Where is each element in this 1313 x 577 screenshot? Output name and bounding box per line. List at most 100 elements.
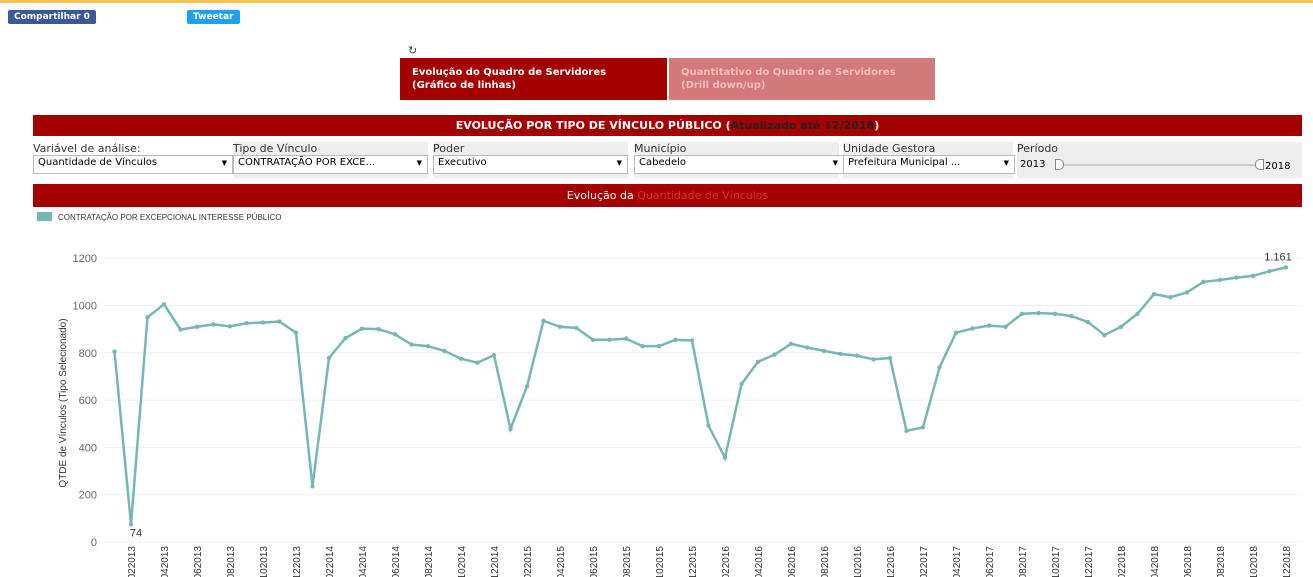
data-point: [1003, 324, 1008, 329]
data-point: [244, 321, 249, 326]
x-tick-label: 122017: [1084, 546, 1095, 577]
period-filter: Período 2013 2018: [1017, 142, 1302, 178]
x-tick-label: 082016: [820, 546, 831, 577]
data-point: [1217, 277, 1223, 283]
data-point: [359, 326, 365, 331]
data-point: [788, 341, 794, 347]
top-border: [0, 0, 1313, 3]
filter-label: Município: [634, 142, 687, 155]
data-point: [475, 360, 480, 365]
data-point: [673, 337, 678, 342]
slider-handle[interactable]: [1255, 159, 1264, 170]
data-point: [706, 423, 711, 428]
tab-text: Quantitativo do Quadro de Servidores: [681, 67, 896, 78]
data-point: [887, 355, 893, 361]
data-point: [277, 319, 282, 324]
data-point: [937, 365, 942, 370]
x-tick-label: 102016: [853, 546, 864, 577]
dropdown[interactable]: Prefeitura Municipal ...: [843, 155, 1015, 174]
data-point: [838, 351, 843, 357]
series-line: [113, 266, 1287, 525]
filter-label: Poder: [433, 142, 465, 155]
data-point: [920, 425, 926, 430]
filter: Variável de análise: Quantidade de Víncul…: [33, 142, 233, 174]
data-point: [871, 357, 876, 362]
x-tick-label: 062018: [1183, 546, 1194, 577]
data-point: [508, 426, 513, 432]
dropdown[interactable]: Cabedelo: [634, 155, 844, 174]
data-point: [904, 428, 909, 434]
data-point: [260, 320, 266, 325]
x-tick-label: 062014: [391, 546, 402, 577]
x-tick-label: 022017: [919, 546, 930, 577]
tab-text: (Drill down/up): [681, 80, 766, 91]
tab-active[interactable]: Evolução do Quadro de Servidores (Gráfico…: [400, 58, 667, 100]
x-tick-label: 062017: [985, 546, 996, 577]
chart-banner: Evolução da Quantidade de Vínculos: [33, 184, 1302, 207]
filter: Poder Executivo: [433, 142, 628, 178]
filter-label: Unidade Gestora: [843, 142, 936, 155]
filter-label: Período: [1017, 142, 1059, 155]
data-point: [227, 324, 233, 329]
y-tick-label: 800: [79, 348, 97, 360]
data-point: [458, 356, 464, 361]
y-tick-label: 400: [79, 442, 97, 454]
x-tick-label: 062016: [787, 546, 798, 577]
dropdown[interactable]: Quantidade de Vínculos: [33, 155, 233, 174]
data-point: [1151, 291, 1157, 297]
data-point: [557, 324, 563, 329]
data-point: [1052, 311, 1058, 316]
dropdown[interactable]: Executivo: [433, 155, 628, 174]
tab-text: Evolução do Quadro de Servidores: [412, 67, 607, 78]
x-tick-label: 122014: [490, 546, 501, 577]
data-point: [953, 330, 959, 335]
tab[interactable]: Quantitativo do Quadro de Servidores (Dri…: [669, 58, 935, 100]
y-tick-label: 200: [79, 490, 97, 502]
data-point: [1085, 319, 1091, 325]
data-point: [1019, 311, 1025, 316]
x-tick-label: 022013: [127, 546, 138, 577]
data-point: [755, 359, 761, 364]
data-point: [590, 337, 596, 342]
x-tick-label: 042013: [160, 546, 171, 577]
chart-title: Evolução da: [566, 189, 634, 202]
data-point: [1102, 332, 1107, 338]
tweet-button[interactable]: Tweetar: [187, 10, 240, 24]
data-point: [1069, 313, 1074, 319]
x-tick-label: 082018: [1216, 546, 1227, 577]
filter-label: Variável de análise:: [33, 142, 141, 155]
data-point: [1201, 279, 1206, 285]
slider-track: [1059, 164, 1259, 166]
y-tick-label: 1200: [73, 253, 97, 265]
data-point: [821, 348, 827, 354]
data-point: [1267, 268, 1272, 274]
dropdown[interactable]: CONTRATAÇÃO POR EXCE...: [233, 155, 428, 174]
share-button[interactable]: Compartilhar 0: [8, 10, 96, 24]
x-tick-label: 102018: [1249, 546, 1260, 577]
data-point: [1118, 324, 1124, 329]
filter: Tipo de Vínculo CONTRATAÇÃO POR EXCE...: [233, 142, 428, 178]
data-point: [1234, 275, 1239, 280]
data-point: [1250, 273, 1256, 279]
data-point: [161, 302, 167, 307]
slider-handle[interactable]: [1055, 159, 1064, 170]
data-point: [128, 522, 134, 527]
data-point: [623, 336, 629, 341]
data-point: [293, 330, 299, 335]
x-tick-label: 082015: [622, 546, 633, 577]
refresh-icon[interactable]: ↻: [408, 44, 418, 57]
x-tick-label: 102017: [1051, 546, 1062, 577]
data-point: [376, 326, 381, 332]
x-tick-label: 022016: [721, 546, 732, 577]
x-tick-label: 042016: [754, 546, 765, 577]
filter: Município Cabedelo: [634, 142, 844, 178]
x-tick-label: 102015: [655, 546, 666, 577]
y-tick-label: 600: [79, 395, 97, 407]
x-tick-label: 062015: [589, 546, 600, 577]
data-point: [310, 484, 315, 489]
x-tick-label: 042014: [358, 546, 369, 577]
period-end: 2018: [1265, 161, 1291, 172]
data-point: [986, 323, 992, 328]
data-point: [805, 345, 810, 350]
x-tick-label: 062013: [193, 546, 204, 577]
